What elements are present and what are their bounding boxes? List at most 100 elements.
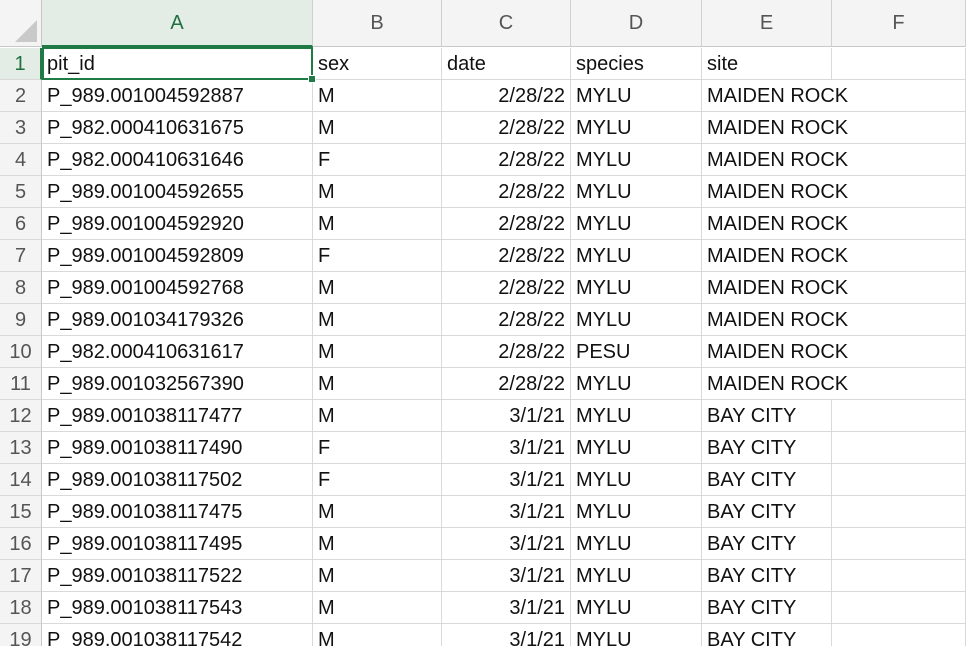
table-row-cell-c[interactable]: 2/28/22 [442, 272, 571, 304]
table-row-cell-e[interactable]: MAIDEN ROCK [702, 272, 848, 304]
table-row-cell-b[interactable]: M [313, 368, 442, 400]
table-row-cell-f[interactable] [832, 80, 966, 112]
table-row-cell-d[interactable]: MYLU [571, 176, 702, 208]
table-row-cell-e[interactable]: MAIDEN ROCK [702, 176, 848, 208]
table-row-cell-a[interactable]: P_989.001038117475 [42, 496, 313, 528]
table-row-cell-e[interactable]: BAY CITY [702, 560, 832, 592]
row-header[interactable]: 7 [0, 240, 42, 272]
header-row-cell-d[interactable]: species [571, 48, 702, 80]
table-row-cell-b[interactable]: M [313, 592, 442, 624]
table-row-cell-f[interactable] [832, 624, 966, 646]
header-row-cell-f[interactable] [832, 48, 966, 80]
table-row-cell-f[interactable] [832, 176, 966, 208]
row-header[interactable]: 10 [0, 336, 42, 368]
table-row-cell-f[interactable] [832, 112, 966, 144]
table-row-cell-d[interactable]: MYLU [571, 80, 702, 112]
row-header[interactable]: 19 [0, 624, 42, 646]
select-all-corner[interactable] [0, 0, 42, 47]
table-row-cell-f[interactable] [832, 528, 966, 560]
column-header-c[interactable]: C [442, 0, 571, 47]
table-row-cell-b[interactable]: M [313, 304, 442, 336]
table-row-cell-d[interactable]: MYLU [571, 368, 702, 400]
row-header[interactable]: 3 [0, 112, 42, 144]
table-row-cell-b[interactable]: M [313, 176, 442, 208]
table-row-cell-d[interactable]: MYLU [571, 528, 702, 560]
row-header[interactable]: 14 [0, 464, 42, 496]
table-row-cell-e[interactable]: MAIDEN ROCK [702, 368, 848, 400]
table-row-cell-a[interactable]: P_989.001004592887 [42, 80, 313, 112]
table-row-cell-c[interactable]: 3/1/21 [442, 592, 571, 624]
table-row-cell-c[interactable]: 3/1/21 [442, 528, 571, 560]
table-row-cell-a[interactable]: P_989.001004592809 [42, 240, 313, 272]
table-row-cell-d[interactable]: MYLU [571, 112, 702, 144]
row-header[interactable]: 8 [0, 272, 42, 304]
table-row-cell-c[interactable]: 3/1/21 [442, 464, 571, 496]
table-row-cell-f[interactable] [832, 336, 966, 368]
row-header[interactable]: 17 [0, 560, 42, 592]
table-row-cell-b[interactable]: M [313, 496, 442, 528]
table-row-cell-b[interactable]: M [313, 272, 442, 304]
header-row-cell-a[interactable]: pit_id [42, 48, 313, 80]
row-header[interactable]: 1 [0, 48, 42, 80]
table-row-cell-e[interactable]: MAIDEN ROCK [702, 208, 848, 240]
table-row-cell-e[interactable]: MAIDEN ROCK [702, 240, 848, 272]
table-row-cell-b[interactable]: M [313, 80, 442, 112]
table-row-cell-f[interactable] [832, 432, 966, 464]
table-row-cell-e[interactable]: BAY CITY [702, 624, 832, 646]
table-row-cell-b[interactable]: F [313, 464, 442, 496]
row-header[interactable]: 2 [0, 80, 42, 112]
table-row-cell-d[interactable]: MYLU [571, 144, 702, 176]
table-row-cell-d[interactable]: MYLU [571, 464, 702, 496]
table-row-cell-e[interactable]: MAIDEN ROCK [702, 336, 848, 368]
row-header[interactable]: 9 [0, 304, 42, 336]
table-row-cell-b[interactable]: M [313, 208, 442, 240]
table-row-cell-c[interactable]: 3/1/21 [442, 560, 571, 592]
table-row-cell-c[interactable]: 2/28/22 [442, 112, 571, 144]
table-row-cell-d[interactable]: MYLU [571, 560, 702, 592]
table-row-cell-e[interactable]: MAIDEN ROCK [702, 144, 848, 176]
row-header[interactable]: 13 [0, 432, 42, 464]
table-row-cell-a[interactable]: P_989.001034179326 [42, 304, 313, 336]
row-header[interactable]: 18 [0, 592, 42, 624]
table-row-cell-e[interactable]: BAY CITY [702, 432, 832, 464]
table-row-cell-b[interactable]: M [313, 336, 442, 368]
table-row-cell-c[interactable]: 2/28/22 [442, 208, 571, 240]
row-header[interactable]: 16 [0, 528, 42, 560]
table-row-cell-d[interactable]: MYLU [571, 592, 702, 624]
row-header[interactable]: 11 [0, 368, 42, 400]
table-row-cell-c[interactable]: 3/1/21 [442, 496, 571, 528]
table-row-cell-d[interactable]: MYLU [571, 496, 702, 528]
table-row-cell-a[interactable]: P_989.001038117522 [42, 560, 313, 592]
table-row-cell-f[interactable] [832, 592, 966, 624]
table-row-cell-d[interactable]: MYLU [571, 304, 702, 336]
table-row-cell-b[interactable]: M [313, 560, 442, 592]
table-row-cell-a[interactable]: P_989.001032567390 [42, 368, 313, 400]
fill-handle[interactable] [308, 75, 316, 83]
table-row-cell-c[interactable]: 2/28/22 [442, 80, 571, 112]
table-row-cell-c[interactable]: 2/28/22 [442, 240, 571, 272]
table-row-cell-e[interactable]: BAY CITY [702, 400, 832, 432]
table-row-cell-c[interactable]: 3/1/21 [442, 624, 571, 646]
table-row-cell-a[interactable]: P_989.001038117495 [42, 528, 313, 560]
column-header-d[interactable]: D [571, 0, 702, 47]
table-row-cell-a[interactable]: P_989.001038117477 [42, 400, 313, 432]
table-row-cell-c[interactable]: 3/1/21 [442, 400, 571, 432]
table-row-cell-e[interactable]: MAIDEN ROCK [702, 112, 848, 144]
table-row-cell-e[interactable]: BAY CITY [702, 496, 832, 528]
table-row-cell-f[interactable] [832, 144, 966, 176]
table-row-cell-e[interactable]: BAY CITY [702, 464, 832, 496]
table-row-cell-a[interactable]: P_989.001004592920 [42, 208, 313, 240]
table-row-cell-d[interactable]: PESU [571, 336, 702, 368]
row-header[interactable]: 5 [0, 176, 42, 208]
table-row-cell-a[interactable]: P_982.000410631675 [42, 112, 313, 144]
table-row-cell-e[interactable]: BAY CITY [702, 592, 832, 624]
table-row-cell-f[interactable] [832, 560, 966, 592]
row-header[interactable]: 6 [0, 208, 42, 240]
table-row-cell-b[interactable]: M [313, 528, 442, 560]
header-row-cell-c[interactable]: date [442, 48, 571, 80]
table-row-cell-e[interactable]: MAIDEN ROCK [702, 80, 848, 112]
table-row-cell-d[interactable]: MYLU [571, 208, 702, 240]
table-row-cell-a[interactable]: P_982.000410631646 [42, 144, 313, 176]
header-row-cell-b[interactable]: sex [313, 48, 442, 80]
